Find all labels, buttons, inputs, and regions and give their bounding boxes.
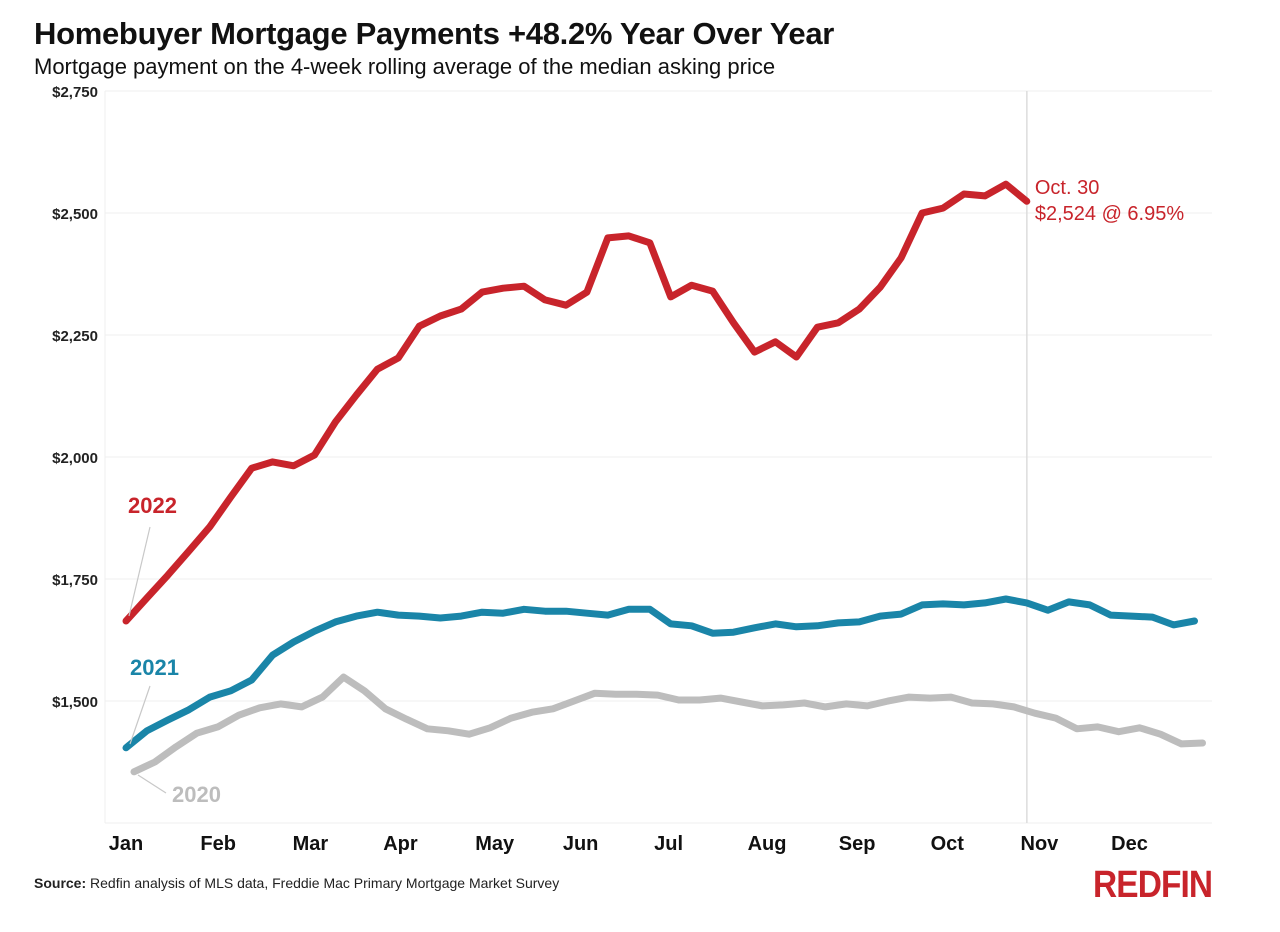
y-axis: $1,500 $1,750 $2,000 $2,250 $2,500 $2,750 xyxy=(52,84,98,711)
y-tick-label: $2,000 xyxy=(52,450,98,467)
chart-title: Homebuyer Mortgage Payments +48.2% Year … xyxy=(34,16,835,51)
annotation-value: $2,524 @ 6.95% xyxy=(1035,203,1185,225)
series-lines xyxy=(122,180,1206,776)
y-tick-label: $2,750 xyxy=(52,84,98,101)
x-axis: Jan Feb Mar Apr May Jun Jul Aug Sep Oct Nov Dec xyxy=(109,833,1148,855)
y-tick-label: $1,500 xyxy=(52,694,98,711)
x-tick-label: Jul xyxy=(654,833,683,855)
leader-line xyxy=(137,774,167,794)
x-tick-label: Dec xyxy=(1111,833,1148,855)
redfin-logo: REDFIN xyxy=(1093,864,1213,906)
source-text: Redfin analysis of MLS data, Freddie Mac… xyxy=(86,875,560,891)
y-tick-label: $2,250 xyxy=(52,328,98,345)
y-tick-label: $1,750 xyxy=(52,572,98,589)
leader-line xyxy=(128,526,151,617)
series-label-2020: 2020 xyxy=(172,782,221,807)
chart-subtitle: Mortgage payment on the 4-week rolling a… xyxy=(34,54,776,79)
source-label: Source: xyxy=(34,875,87,891)
x-tick-label: May xyxy=(475,833,515,855)
y-tick-label: $2,500 xyxy=(52,206,98,223)
series-label-2021: 2021 xyxy=(130,655,179,680)
x-tick-label: Oct xyxy=(931,833,965,855)
source-note: Source: Redfin analysis of MLS data, Fre… xyxy=(34,875,559,891)
annotation-date: Oct. 30 xyxy=(1035,177,1099,199)
x-tick-label: Nov xyxy=(1021,833,1060,855)
x-tick-label: Jan xyxy=(109,833,143,855)
x-tick-label: Aug xyxy=(748,833,787,855)
x-tick-label: Sep xyxy=(839,833,876,855)
x-tick-label: Jun xyxy=(563,833,599,855)
leader-line xyxy=(129,685,151,745)
series-label-2022: 2022 xyxy=(128,493,177,518)
series-line-2022 xyxy=(122,180,1031,625)
x-tick-label: Feb xyxy=(200,833,236,855)
x-tick-label: Mar xyxy=(293,833,329,855)
series-labels: 2022 2021 2020 xyxy=(128,493,221,807)
series-line-2021 xyxy=(122,595,1198,752)
x-tick-label: Apr xyxy=(383,833,418,855)
series-line-2020 xyxy=(130,673,1206,776)
